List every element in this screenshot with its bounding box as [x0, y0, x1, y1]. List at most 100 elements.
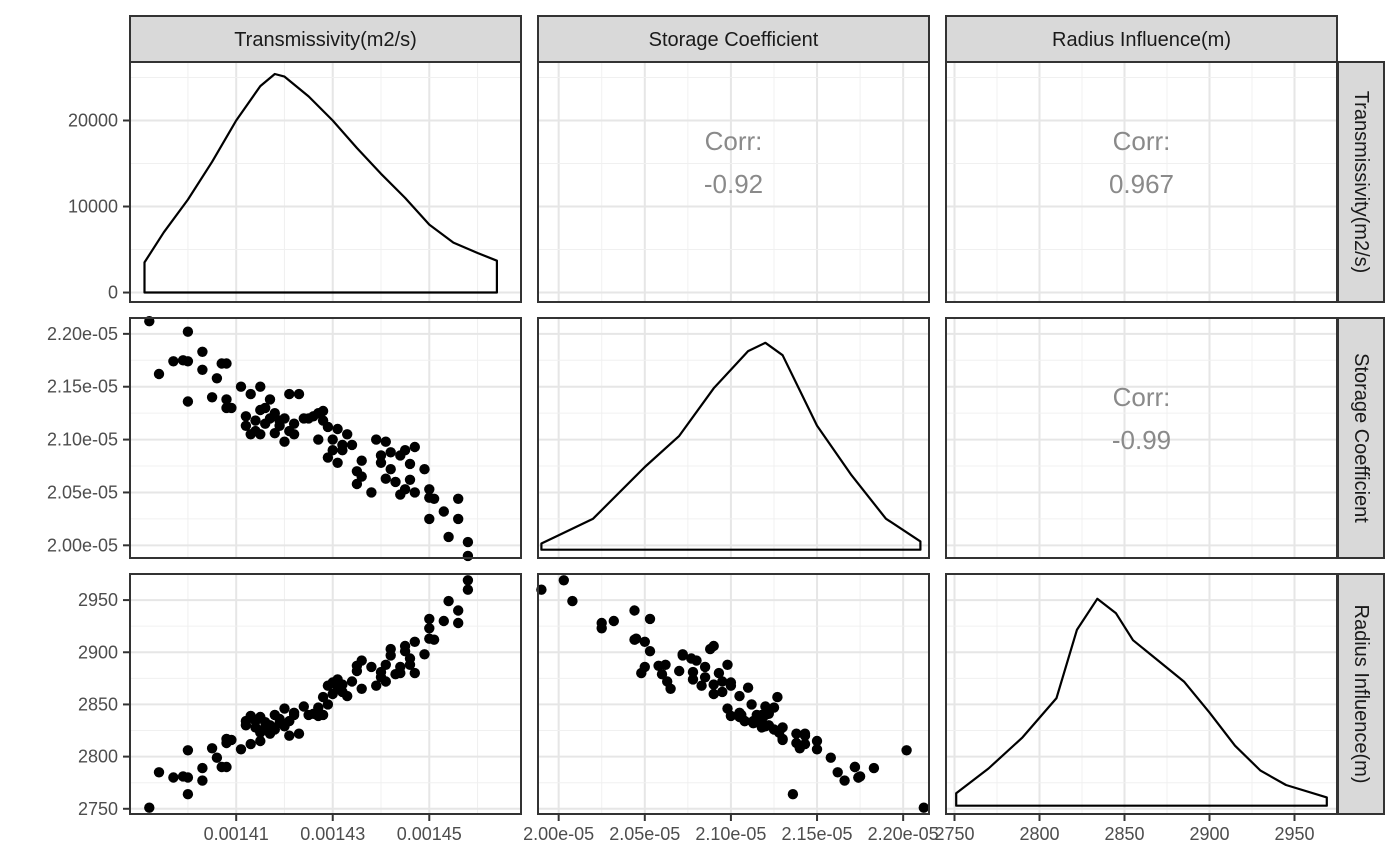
data-point — [756, 709, 768, 721]
corr-label: Corr: — [1113, 382, 1171, 412]
data-point — [462, 575, 474, 586]
data-point — [662, 676, 673, 687]
data-point — [371, 680, 382, 691]
panel-1-1 — [538, 318, 929, 558]
strip-background — [537, 15, 930, 63]
data-point — [375, 457, 387, 468]
data-point — [322, 699, 334, 710]
data-point — [742, 682, 754, 693]
data-point — [428, 634, 440, 645]
y-tick-label: 2.05e-05 — [47, 482, 118, 502]
data-point — [168, 772, 179, 783]
data-point — [717, 676, 728, 687]
data-point — [768, 724, 780, 735]
data-point — [380, 676, 391, 687]
data-point — [366, 487, 377, 498]
data-point — [197, 364, 208, 375]
scatter-2-0 — [144, 575, 474, 813]
data-point — [356, 655, 367, 666]
data-point — [825, 752, 836, 763]
data-point — [356, 471, 367, 482]
strip-background — [1337, 317, 1385, 559]
x-tick-label: 2.05e-05 — [609, 824, 680, 844]
y-tick-label: 2.20e-05 — [47, 324, 118, 344]
data-point — [839, 775, 850, 786]
data-point — [255, 429, 266, 440]
x-tick-label: 0.00141 — [204, 824, 269, 844]
data-point — [380, 659, 391, 670]
x-tick-label: 2950 — [1274, 824, 1314, 844]
data-point — [608, 615, 619, 627]
data-point — [399, 646, 411, 657]
data-point — [211, 373, 223, 384]
data-point — [644, 613, 656, 625]
data-point — [739, 715, 750, 727]
panel-border — [537, 573, 930, 815]
data-point — [337, 679, 348, 690]
panel-background — [538, 574, 929, 814]
data-point — [677, 649, 688, 660]
strip-label: Transmissivity(m2/s) — [234, 29, 417, 51]
strip-top-2: Radius Influence(m) — [945, 15, 1338, 63]
x-tick-label: 2900 — [1189, 824, 1229, 844]
data-point — [144, 802, 155, 813]
data-point — [235, 744, 247, 755]
data-point — [269, 428, 280, 439]
data-point — [356, 455, 367, 466]
data-point — [235, 381, 247, 392]
data-point — [327, 434, 338, 445]
panel-background — [946, 574, 1337, 814]
data-point — [696, 680, 707, 691]
data-point — [687, 674, 699, 685]
data-point — [419, 464, 430, 475]
data-point — [385, 447, 396, 458]
data-point — [713, 667, 725, 679]
data-point — [327, 445, 338, 456]
y-tick-label: 20000 — [68, 110, 118, 130]
data-point — [317, 405, 329, 417]
y-tick-label: 2.00e-05 — [47, 535, 118, 555]
y-tick-label: 10000 — [68, 197, 118, 217]
panel-2-2 — [946, 574, 1337, 814]
data-point — [380, 473, 391, 484]
data-point — [699, 672, 711, 683]
data-point — [687, 666, 699, 678]
y-tick-label: 2900 — [78, 642, 118, 662]
data-point — [409, 441, 420, 453]
data-point — [399, 445, 411, 456]
data-point — [404, 659, 416, 670]
data-point — [629, 605, 640, 616]
data-point — [639, 636, 650, 647]
data-point — [409, 487, 420, 498]
strip-right-0: Transmissivity(m2/s) — [1337, 61, 1385, 303]
corr-label: Corr: — [1113, 126, 1171, 156]
data-point — [197, 775, 208, 786]
data-point — [346, 676, 358, 687]
data-point — [462, 584, 474, 595]
data-point — [293, 388, 305, 400]
data-point — [240, 411, 252, 422]
strip-background — [129, 15, 522, 63]
data-point — [424, 623, 435, 634]
data-point — [462, 536, 474, 548]
data-point — [686, 653, 697, 664]
data-point — [260, 402, 271, 414]
data-point — [153, 767, 165, 778]
strip-background — [945, 15, 1338, 63]
x-tick-label: 2800 — [1019, 824, 1059, 844]
data-point — [346, 439, 358, 451]
data-point — [240, 420, 252, 431]
strip-label: Storage Coefficient — [1350, 353, 1372, 523]
data-point — [428, 493, 440, 504]
data-point — [453, 493, 464, 504]
strip-top-1: Storage Coefficient — [537, 15, 930, 63]
panel-background — [130, 62, 521, 302]
panel-background — [946, 62, 1337, 302]
y-tick-label: 2.15e-05 — [47, 377, 118, 397]
data-point — [288, 418, 300, 429]
density-curve-transmissivity — [143, 72, 498, 294]
data-point — [288, 429, 300, 440]
data-point — [342, 690, 353, 702]
data-point — [226, 734, 237, 746]
data-point — [409, 636, 420, 647]
